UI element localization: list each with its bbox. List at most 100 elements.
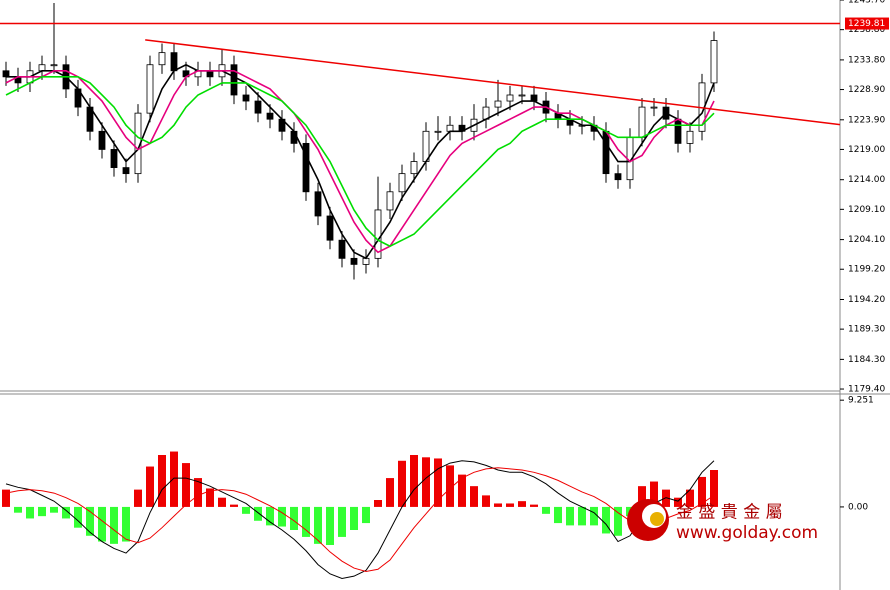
candle-body xyxy=(362,257,370,265)
histogram-bar xyxy=(98,506,106,542)
histogram-bar xyxy=(398,460,406,507)
y-tick-label: 9.251 xyxy=(848,396,874,406)
candle-body xyxy=(602,130,610,175)
histogram-bar xyxy=(74,506,82,528)
candle-body xyxy=(146,64,154,114)
candle-body xyxy=(614,173,622,181)
candle-body xyxy=(158,52,166,66)
histogram-bar xyxy=(422,457,430,507)
y-tick-label: 1184.30 xyxy=(848,355,885,365)
histogram-bar xyxy=(338,506,346,537)
candle-body xyxy=(38,64,46,72)
candle-body xyxy=(530,94,538,102)
histogram-bar xyxy=(458,474,466,507)
watermark-name: 金 盛 貴 金 屬 xyxy=(676,503,783,523)
histogram-bar xyxy=(542,506,550,514)
histogram-bar xyxy=(482,495,490,507)
histogram-bar xyxy=(134,489,142,507)
y-tick-label: 1209.10 xyxy=(848,205,885,215)
candle-body xyxy=(290,130,298,144)
candle-body xyxy=(674,118,682,144)
histogram-bar xyxy=(374,500,382,507)
price-tag-label: 1239.81 xyxy=(848,19,885,29)
y-tick-label: 1243.70 xyxy=(848,0,885,6)
histogram-bar xyxy=(434,458,442,507)
histogram-bar xyxy=(314,506,322,544)
candle-body xyxy=(374,209,382,259)
moving-average xyxy=(6,63,715,260)
candle-body xyxy=(398,173,406,193)
histogram-bar xyxy=(194,478,202,507)
histogram-bar xyxy=(362,506,370,524)
histogram-bar xyxy=(110,506,118,544)
y-tick-label: 1214.00 xyxy=(848,175,885,185)
y-tick-label: 1179.40 xyxy=(848,385,885,395)
candle-body xyxy=(506,94,514,102)
y-tick-label: 1204.10 xyxy=(848,235,885,245)
histogram-bar xyxy=(470,486,478,507)
histogram-bar xyxy=(386,478,394,507)
histogram-bar xyxy=(230,504,238,507)
histogram-bar xyxy=(50,506,58,513)
histogram-bar xyxy=(518,501,526,507)
histogram-bar xyxy=(290,506,298,530)
y-tick-label: 1233.80 xyxy=(848,55,885,65)
candle-body xyxy=(446,124,454,132)
histogram-bar xyxy=(650,481,658,507)
candle-body xyxy=(338,239,346,259)
y-tick-label: 1238.80 xyxy=(848,25,885,35)
histogram-bar xyxy=(602,506,610,534)
candle-body xyxy=(122,167,130,175)
watermark-url: www.golday.com xyxy=(676,523,818,543)
histogram-bar xyxy=(26,506,34,519)
candle-body xyxy=(518,94,526,97)
candle-body xyxy=(206,70,214,78)
histogram-bar xyxy=(182,463,190,507)
logo xyxy=(650,512,664,526)
histogram-bar xyxy=(14,506,22,513)
candle-body xyxy=(302,142,310,193)
histogram-bar xyxy=(710,470,718,507)
histogram-bar xyxy=(614,506,622,536)
histogram-bar xyxy=(86,506,94,536)
candle-body xyxy=(386,191,394,211)
y-tick-label: 1194.20 xyxy=(848,295,885,305)
y-tick-label: 0.00 xyxy=(848,502,868,512)
candle-body xyxy=(230,64,238,96)
candle-body xyxy=(98,130,106,150)
histogram-bar xyxy=(170,451,178,507)
y-tick-label: 1199.20 xyxy=(848,265,885,275)
price-tag xyxy=(845,17,889,30)
histogram-bar xyxy=(410,455,418,507)
histogram-bar xyxy=(146,466,154,507)
histogram-bar xyxy=(590,506,598,526)
histogram-bar xyxy=(254,506,262,521)
candle-body xyxy=(350,257,358,265)
candle-body xyxy=(710,40,718,84)
histogram-bar xyxy=(554,506,562,524)
candle-body xyxy=(434,130,442,133)
trendline xyxy=(145,39,841,126)
y-tick-label: 1189.30 xyxy=(848,325,885,335)
histogram-bar xyxy=(158,455,166,507)
histogram-bar xyxy=(662,489,670,507)
histogram-bar xyxy=(674,497,682,507)
histogram-bar xyxy=(686,489,694,507)
candle-body xyxy=(494,100,502,108)
histogram-bar xyxy=(494,503,502,507)
macd-line xyxy=(5,467,715,573)
histogram-bar xyxy=(206,488,214,507)
histogram-bar xyxy=(446,465,454,507)
histogram-bar xyxy=(122,506,130,542)
histogram-bar xyxy=(698,476,706,507)
candle-body xyxy=(266,112,274,120)
y-tick-label: 1219.00 xyxy=(848,145,885,155)
macd-line xyxy=(5,460,715,579)
candle-body xyxy=(2,70,10,78)
candle-body xyxy=(686,130,694,144)
candle-body xyxy=(50,64,58,67)
candle-body xyxy=(638,106,646,138)
histogram-bar xyxy=(302,506,310,537)
histogram-bar xyxy=(326,506,334,545)
